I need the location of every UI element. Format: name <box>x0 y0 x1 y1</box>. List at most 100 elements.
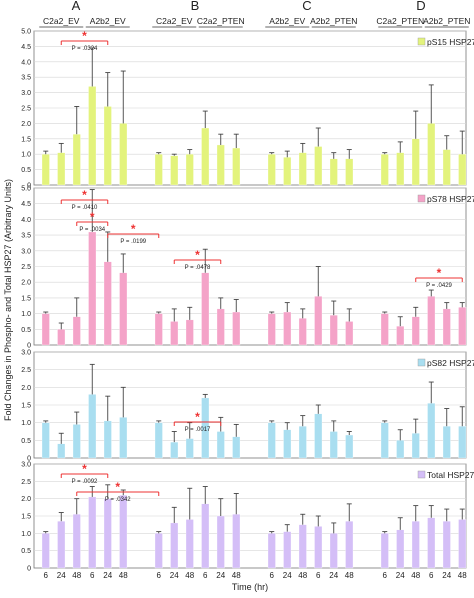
x-tick-label: 6 <box>270 571 275 580</box>
x-tick-label: 24 <box>329 571 338 580</box>
bar <box>396 326 405 346</box>
bar <box>201 272 210 346</box>
bar <box>267 313 276 346</box>
y-tick-label: 3.0 <box>21 90 31 97</box>
y-tick-label: 2.5 <box>21 264 31 271</box>
bar <box>380 313 389 346</box>
significance-asterisk: * <box>82 462 87 476</box>
x-tick-label: 24 <box>283 571 292 580</box>
bar <box>232 311 241 346</box>
bar <box>88 86 97 186</box>
bar <box>267 533 276 569</box>
bar <box>283 531 292 569</box>
bar <box>119 272 128 346</box>
bar <box>380 533 389 569</box>
y-tick-label: 2.0 <box>21 280 31 287</box>
legend-label: Total HSP27 <box>427 470 474 480</box>
bar <box>103 420 112 459</box>
bar <box>154 533 163 569</box>
bar <box>458 154 467 186</box>
group-sublabel: C2a2_EV <box>43 16 80 26</box>
bar <box>427 123 436 186</box>
bar <box>298 524 307 569</box>
bar <box>427 517 436 569</box>
bar <box>41 533 50 569</box>
x-tick-label: 6 <box>316 571 321 580</box>
bar <box>396 440 405 459</box>
significance-asterisk: * <box>195 248 200 262</box>
bar <box>154 313 163 346</box>
bar <box>329 315 338 346</box>
bar <box>41 313 50 346</box>
bar <box>170 155 179 186</box>
bar <box>298 152 307 186</box>
bar <box>72 424 81 459</box>
significance-asterisk: * <box>115 480 120 494</box>
bar <box>283 311 292 346</box>
bar <box>411 316 420 346</box>
y-tick-label: 5.0 <box>21 186 31 193</box>
x-tick-label: 6 <box>429 571 434 580</box>
x-tick-label: 48 <box>298 571 307 580</box>
bar <box>380 422 389 459</box>
bar <box>442 426 451 459</box>
bar <box>345 434 354 459</box>
bar <box>427 296 436 346</box>
bar <box>57 443 66 459</box>
p-value-label: P = .0017 <box>185 427 211 433</box>
bar <box>458 519 467 569</box>
bar <box>345 521 354 569</box>
bar <box>185 438 194 459</box>
legend-swatch <box>417 194 426 203</box>
y-tick-label: 0.5 <box>21 548 31 555</box>
bar <box>267 422 276 459</box>
y-tick-label: 1.0 <box>21 152 31 159</box>
bar <box>411 433 420 459</box>
y-tick-label: 0 <box>27 566 31 573</box>
bar <box>119 417 128 459</box>
group-sublabel: C2a2_PTEN <box>197 16 245 26</box>
bar <box>345 158 354 186</box>
x-tick-label: 24 <box>216 571 225 580</box>
p-value-label: P = .0478 <box>185 265 211 271</box>
group-sublabel: A2b2_EV <box>269 16 305 26</box>
bar <box>41 422 50 459</box>
bar <box>170 441 179 459</box>
bar <box>283 157 292 186</box>
legend-label: pS78 HSP27 <box>427 194 474 204</box>
y-tick-label: 4.0 <box>21 217 31 224</box>
bar <box>41 154 50 186</box>
x-tick-label: 24 <box>442 571 451 580</box>
legend-label: pS15 HSP27 <box>427 37 474 47</box>
x-tick-label: 48 <box>185 571 194 580</box>
group-sublabel: A2b2_PTEN <box>310 16 357 26</box>
p-value-label: P = .0342 <box>105 497 131 503</box>
y-tick-label: 0.5 <box>21 438 31 445</box>
bar <box>154 422 163 459</box>
bar <box>232 436 241 459</box>
p-value-label: P = .0324 <box>72 46 98 52</box>
bar <box>458 307 467 346</box>
bar <box>314 526 323 569</box>
bar <box>201 127 210 186</box>
bar <box>216 515 225 569</box>
bar <box>216 144 225 186</box>
legend-swatch <box>417 358 426 367</box>
group-letter-b: B <box>191 0 200 13</box>
bar <box>119 123 128 186</box>
y-tick-label: 0 <box>27 343 31 350</box>
y-tick-label: 1.0 <box>21 531 31 538</box>
y-tick-label: 0 <box>27 456 31 463</box>
bar <box>298 426 307 459</box>
bar <box>329 533 338 569</box>
significance-asterisk: * <box>82 29 87 43</box>
bar <box>380 154 389 186</box>
y-tick-label: 0.5 <box>21 327 31 334</box>
bar <box>88 394 97 459</box>
bar <box>442 308 451 346</box>
bar <box>88 231 97 346</box>
bar <box>154 154 163 186</box>
group-letter-a: A <box>72 0 81 13</box>
y-tick-label: 3.0 <box>21 248 31 255</box>
x-tick-label: 24 <box>57 571 66 580</box>
